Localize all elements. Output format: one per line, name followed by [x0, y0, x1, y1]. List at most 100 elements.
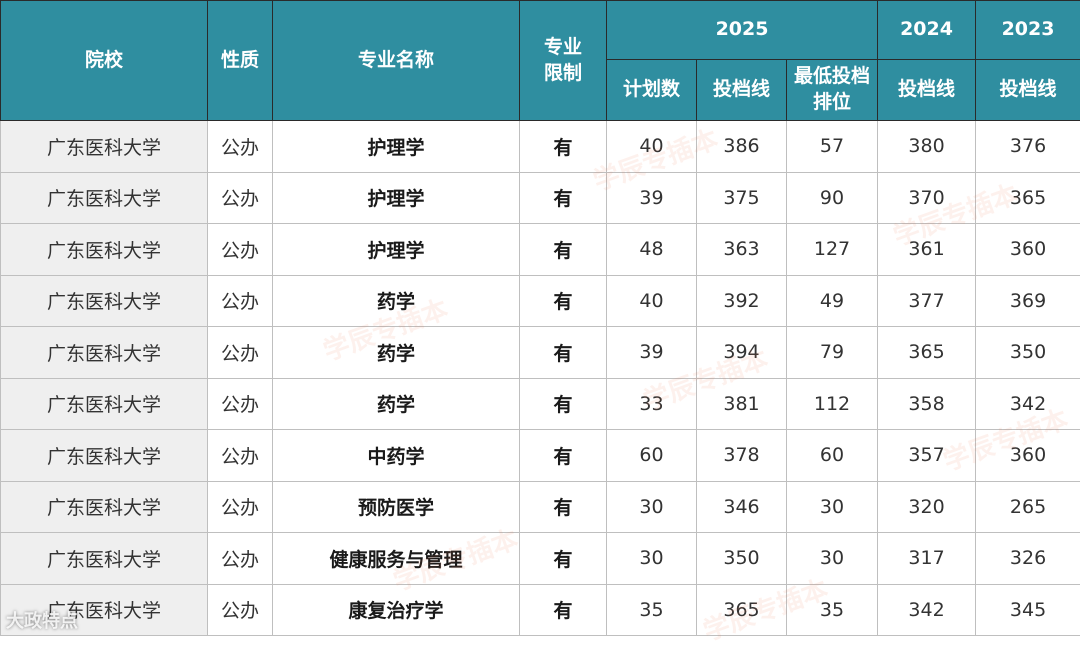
cell-limit: 有 [520, 275, 607, 327]
cell-min-rank: 30 [787, 533, 878, 585]
header-nature: 性质 [208, 1, 273, 121]
cell-min-rank: 90 [787, 172, 878, 224]
cell-school: 广东医科大学 [1, 121, 208, 173]
cell-line-2024: 358 [878, 378, 976, 430]
header-limit-label: 专业限制 [542, 35, 584, 86]
cell-major: 药学 [273, 378, 520, 430]
header-year-2025: 2025 [607, 1, 878, 60]
cell-line-2025: 375 [697, 172, 787, 224]
header-min-rank-label: 最低投档排位 [792, 64, 872, 115]
cell-min-rank: 30 [787, 481, 878, 533]
corner-logo: 大政特点 [6, 607, 78, 633]
cell-nature: 公办 [208, 584, 273, 636]
cell-school: 广东医科大学 [1, 378, 208, 430]
cell-major: 药学 [273, 327, 520, 379]
cell-plan: 40 [607, 121, 697, 173]
cell-min-rank: 79 [787, 327, 878, 379]
cell-min-rank: 60 [787, 430, 878, 482]
cell-major: 护理学 [273, 121, 520, 173]
cell-line-2024: 365 [878, 327, 976, 379]
cell-line-2023: 360 [976, 224, 1080, 276]
cell-line-2023: 376 [976, 121, 1080, 173]
cell-line-2023: 265 [976, 481, 1080, 533]
cell-plan: 35 [607, 584, 697, 636]
cell-nature: 公办 [208, 533, 273, 585]
cell-limit: 有 [520, 533, 607, 585]
cell-line-2025: 365 [697, 584, 787, 636]
cell-major: 健康服务与管理 [273, 533, 520, 585]
cell-nature: 公办 [208, 481, 273, 533]
cell-limit: 有 [520, 224, 607, 276]
cell-line-2024: 357 [878, 430, 976, 482]
cell-plan: 39 [607, 327, 697, 379]
cell-school: 广东医科大学 [1, 430, 208, 482]
header-year-2023: 2023 [976, 1, 1080, 60]
cell-plan: 48 [607, 224, 697, 276]
cell-nature: 公办 [208, 430, 273, 482]
header-line-2025: 投档线 [697, 60, 787, 121]
cell-line-2025: 392 [697, 275, 787, 327]
header-major: 专业名称 [273, 1, 520, 121]
cell-line-2024: 317 [878, 533, 976, 585]
cell-nature: 公办 [208, 172, 273, 224]
cell-min-rank: 49 [787, 275, 878, 327]
cell-plan: 40 [607, 275, 697, 327]
cell-line-2023: 345 [976, 584, 1080, 636]
header-line-2023: 投档线 [976, 60, 1080, 121]
cell-line-2023: 342 [976, 378, 1080, 430]
cell-school: 广东医科大学 [1, 275, 208, 327]
cell-limit: 有 [520, 584, 607, 636]
cell-limit: 有 [520, 327, 607, 379]
cell-line-2023: 369 [976, 275, 1080, 327]
cell-line-2024: 377 [878, 275, 976, 327]
cell-major: 药学 [273, 275, 520, 327]
cell-limit: 有 [520, 481, 607, 533]
cell-min-rank: 35 [787, 584, 878, 636]
cell-nature: 公办 [208, 121, 273, 173]
cell-nature: 公办 [208, 275, 273, 327]
cell-line-2024: 320 [878, 481, 976, 533]
cell-line-2024: 380 [878, 121, 976, 173]
cell-line-2024: 370 [878, 172, 976, 224]
cell-line-2024: 361 [878, 224, 976, 276]
cell-limit: 有 [520, 172, 607, 224]
cell-limit: 有 [520, 378, 607, 430]
cell-major: 中药学 [273, 430, 520, 482]
cell-line-2025: 346 [697, 481, 787, 533]
cell-line-2025: 381 [697, 378, 787, 430]
header-school: 院校 [1, 1, 208, 121]
cell-plan: 39 [607, 172, 697, 224]
cell-school: 广东医科大学 [1, 327, 208, 379]
cell-line-2025: 363 [697, 224, 787, 276]
header-limit: 专业限制 [520, 1, 607, 121]
cell-line-2023: 360 [976, 430, 1080, 482]
cell-nature: 公办 [208, 224, 273, 276]
header-plan: 计划数 [607, 60, 697, 121]
header-row-1: 院校 性质 专业名称 专业限制 2025 2024 2023 [1, 1, 1080, 60]
cell-line-2025: 386 [697, 121, 787, 173]
cell-school: 广东医科大学 [1, 172, 208, 224]
header-line-2024: 投档线 [878, 60, 976, 121]
cell-limit: 有 [520, 121, 607, 173]
cell-line-2025: 394 [697, 327, 787, 379]
cell-major: 护理学 [273, 172, 520, 224]
cell-line-2023: 350 [976, 327, 1080, 379]
cell-line-2024: 342 [878, 584, 976, 636]
cell-line-2023: 365 [976, 172, 1080, 224]
cell-major: 护理学 [273, 224, 520, 276]
cell-school: 广东医科大学 [1, 533, 208, 585]
cell-min-rank: 57 [787, 121, 878, 173]
cell-plan: 33 [607, 378, 697, 430]
header-year-2024: 2024 [878, 1, 976, 60]
cell-line-2025: 378 [697, 430, 787, 482]
cell-min-rank: 112 [787, 378, 878, 430]
